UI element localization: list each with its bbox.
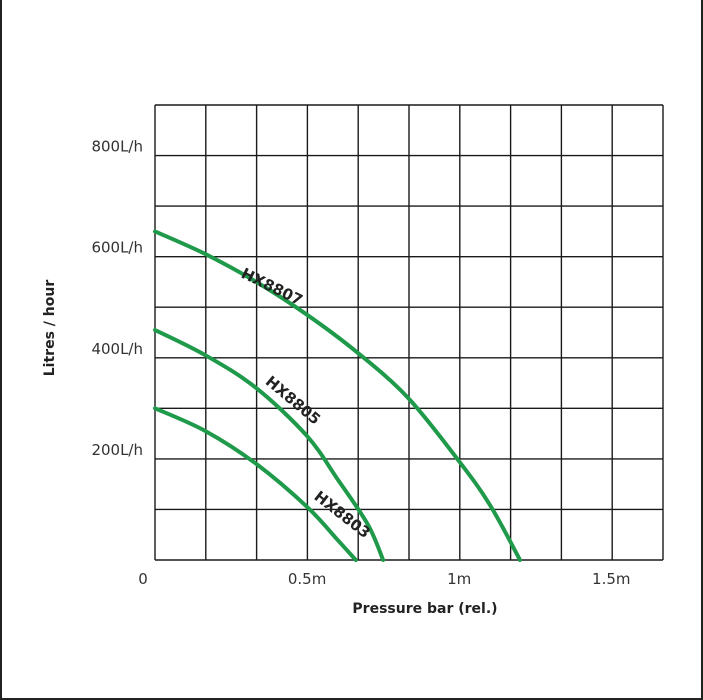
x-tick-labels: 0 0.5m 1m 1.5m <box>138 570 630 588</box>
x-tick-label: 0.5m <box>288 570 326 588</box>
series-line-hx8805 <box>153 328 386 562</box>
y-tick-label: 600L/h <box>91 239 143 257</box>
x-tick-label: 1m <box>447 570 471 588</box>
y-axis-title: Litres / hour <box>42 280 58 377</box>
x-tick-label: 0 <box>138 570 148 588</box>
grid <box>154 104 664 561</box>
x-tick-label: 1.5m <box>592 570 630 588</box>
y-tick-label: 800L/h <box>91 138 143 156</box>
series-label-hx8807: HX8807 <box>238 264 305 309</box>
series-line-hx8807 <box>153 229 522 562</box>
y-tick-label: 400L/h <box>91 340 143 358</box>
y-tick-label: 200L/h <box>91 441 143 459</box>
x-axis-title: Pressure bar (rel.) <box>352 601 497 617</box>
y-tick-labels: 200L/h 400L/h 600L/h 800L/h <box>91 138 143 459</box>
series-label-hx8803: HX8803 <box>311 487 374 542</box>
series-line-hx8803 <box>153 406 358 562</box>
